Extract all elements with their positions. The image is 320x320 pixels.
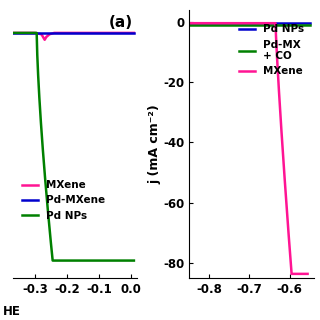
Pd-MXene [11,31,15,35]
MXene [48,32,52,36]
Legend: Pd NPs, Pd-MX
+ CO, MXene: Pd NPs, Pd-MX + CO, MXene [235,20,308,81]
Pd NPs [245,21,249,25]
MXene [245,21,249,25]
Line: Pd NPs: Pd NPs [13,33,134,260]
Line: MXene: MXene [13,33,134,40]
MXene [132,31,136,35]
Pd NPs [259,21,263,25]
MXene [281,144,284,148]
MXene [193,21,197,25]
Pd NPs [17,31,21,35]
MXene [43,38,47,42]
Pd NPs [129,259,132,262]
Pd NPs [286,21,290,25]
MXene [41,35,45,39]
MXene [52,31,56,35]
MXene [302,272,306,276]
Pd-MX
+ CO [305,23,308,27]
Legend: MXene, Pd-MXene, Pd NPs: MXene, Pd-MXene, Pd NPs [18,176,109,225]
Pd-MXene [97,31,101,35]
Pd-MX
+ CO [308,23,311,27]
Pd NPs [188,21,191,25]
Pd-MXene [132,31,136,35]
Pd NPs [70,259,74,262]
Pd NPs [11,31,15,35]
MXene [33,31,37,35]
MXene [97,31,101,35]
Pd-MX
+ CO [252,23,256,27]
MXene [188,21,191,25]
MXene [290,272,293,276]
Pd NPs [128,259,132,262]
MXene [242,21,246,25]
Pd NPs [244,21,248,25]
MXene [302,272,306,276]
MXene [40,32,44,36]
Pd-MX
+ CO [244,23,248,27]
Text: HE: HE [3,305,21,318]
Pd NPs [51,259,55,262]
MXene [44,35,48,39]
Line: MXene: MXene [189,23,308,274]
Pd NPs [67,259,70,262]
Pd-MX
+ CO [245,23,249,27]
Pd NPs [132,259,136,262]
Pd NPs [305,21,308,25]
MXene [11,31,15,35]
Pd NPs [308,21,311,25]
Pd-MX
+ CO [286,23,290,27]
Pd NPs [106,259,110,262]
Pd NPs [252,21,256,25]
Y-axis label: j (mA cm⁻²): j (mA cm⁻²) [149,104,162,184]
MXene [306,272,309,276]
Pd-MX
+ CO [259,23,263,27]
Pd-MX
+ CO [188,23,191,27]
Text: (a): (a) [109,15,133,30]
